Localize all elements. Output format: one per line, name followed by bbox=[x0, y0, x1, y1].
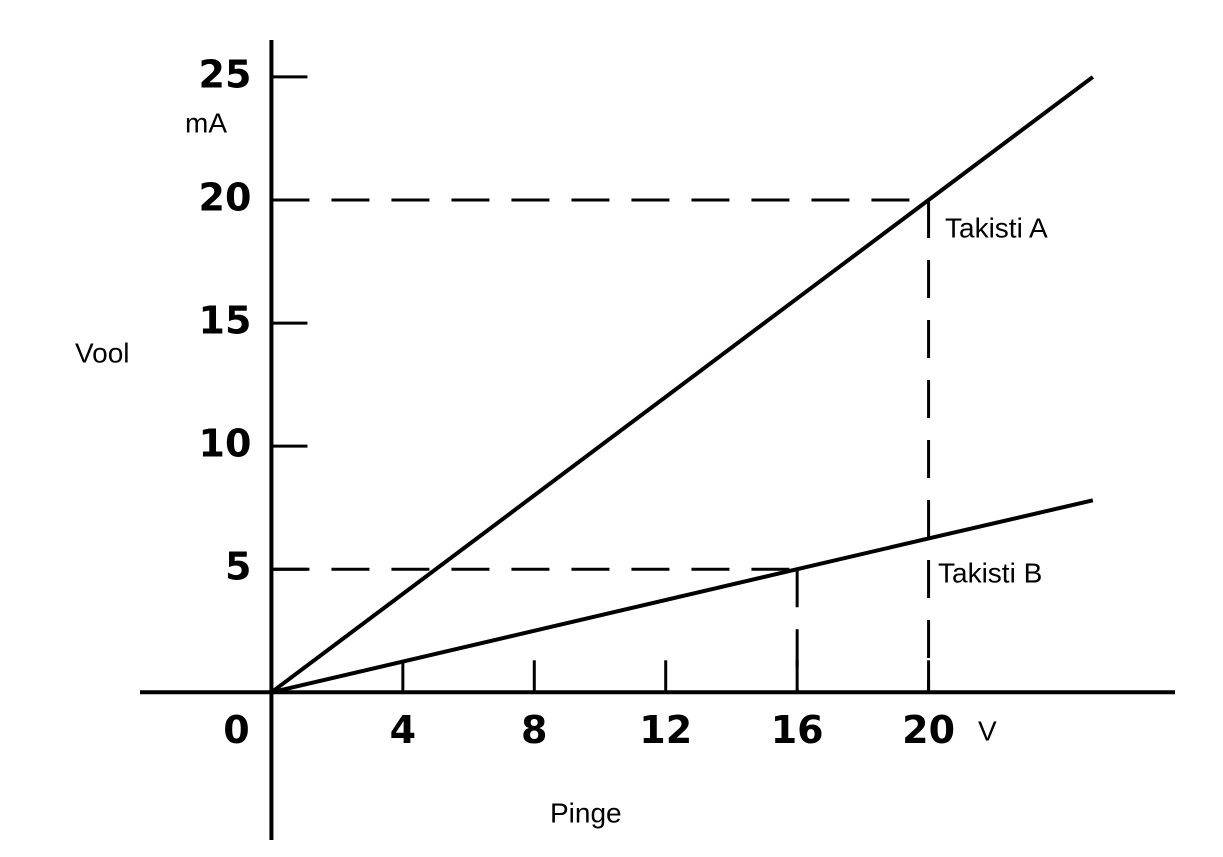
x-tick-label: 4 bbox=[390, 708, 416, 752]
y-axis-unit: mA bbox=[185, 107, 227, 138]
y-tick-label: 20 bbox=[199, 176, 252, 220]
y-tick-label: 10 bbox=[199, 422, 252, 466]
y-axis-label: Vool bbox=[75, 337, 130, 368]
x-axis-label: Pinge bbox=[550, 797, 622, 828]
x-tick-label: 8 bbox=[521, 708, 547, 752]
x-tick-label: 16 bbox=[771, 708, 824, 752]
y-tick-label: 5 bbox=[225, 545, 251, 589]
y-tick-label: 25 bbox=[199, 52, 252, 96]
x-tick-label: 12 bbox=[639, 708, 692, 752]
series-label: Takisti B bbox=[938, 557, 1042, 588]
series-label: Takisti A bbox=[945, 212, 1048, 243]
x-tick-label: 20 bbox=[902, 708, 955, 752]
x-axis-unit: V bbox=[978, 715, 997, 746]
y-tick-label: 15 bbox=[199, 299, 252, 343]
data-line bbox=[270, 498, 1094, 695]
x-tick-label: 0 bbox=[223, 708, 249, 752]
data-line bbox=[270, 75, 1095, 694]
